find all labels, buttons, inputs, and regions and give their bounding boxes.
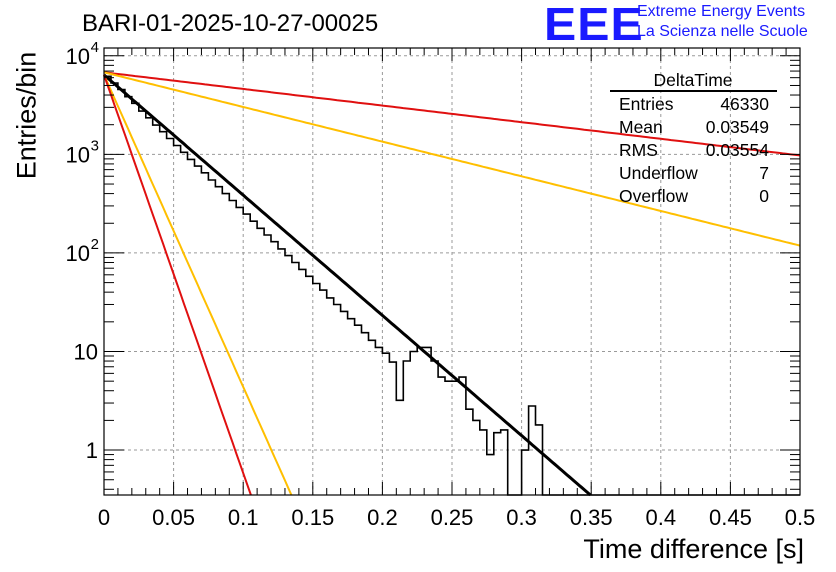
stats-box: DeltaTime Entries 46330 Mean 0.03549 RMS 0.03… <box>610 70 777 206</box>
x-tick-label: 0.2 <box>367 505 398 530</box>
eee-logo: EEE <box>544 0 644 50</box>
y-tick-exponent: 2 <box>91 236 99 253</box>
stats-label: Mean <box>619 117 663 137</box>
y-tick-label: 10 <box>66 44 90 69</box>
logo-subtitle-line2: La Scienza nelle Scuole <box>637 23 808 40</box>
stats-title: DeltaTime <box>653 70 732 90</box>
x-tick-label: 0.15 <box>291 505 334 530</box>
grid <box>104 48 800 495</box>
fit-curves <box>103 71 801 497</box>
x-tick-label: 0.3 <box>506 505 537 530</box>
x-tick-label: 0.45 <box>709 505 752 530</box>
curve-fit <box>103 73 592 497</box>
chart-title: BARI-01-2025-10-27-00025 <box>82 10 379 37</box>
x-tick-label: 0.25 <box>431 505 474 530</box>
x-tick-label: 0.5 <box>785 505 816 530</box>
curve-slow-red <box>103 71 801 157</box>
x-tick-label: 0 <box>98 505 110 530</box>
axis-ticks: 0 0.05 0.1 0.15 0.2 0.25 0.3 0.35 0.4 0.45 0.5 1 10 1… <box>66 39 816 530</box>
y-tick-label: 10 <box>66 142 90 167</box>
y-tick-exponent: 3 <box>91 137 99 154</box>
stats-value: 46330 <box>720 94 769 114</box>
stats-label: Overflow <box>619 186 688 206</box>
x-tick-label: 0.35 <box>570 505 613 530</box>
x-tick-label: 0.1 <box>228 505 259 530</box>
curve-fast-red <box>103 74 252 496</box>
stats-value: 0 <box>759 186 769 206</box>
curve-slow-orange <box>103 71 801 247</box>
y-tick-label: 10 <box>66 241 90 266</box>
x-axis-label: Time difference [s] <box>583 534 804 564</box>
stats-value: 0.03554 <box>706 140 770 160</box>
x-tick-label: 0.05 <box>152 505 195 530</box>
stats-label: RMS <box>619 140 658 160</box>
y-tick-label: 10 <box>74 339 98 364</box>
logo-subtitle-line1: Extreme Energy Events <box>637 3 806 20</box>
y-tick-exponent: 4 <box>91 39 99 56</box>
curve-fast-orange <box>103 74 293 496</box>
y-tick-label: 1 <box>86 438 98 463</box>
stats-value: 7 <box>759 163 769 183</box>
stats-label: Entries <box>619 94 674 114</box>
x-tick-label: 0.4 <box>646 505 677 530</box>
stats-rows: Entries 46330 Mean 0.03549 RMS 0.03554 Underfl… <box>619 94 769 206</box>
stats-value: 0.03549 <box>706 117 769 137</box>
stats-label: Underflow <box>619 163 698 183</box>
